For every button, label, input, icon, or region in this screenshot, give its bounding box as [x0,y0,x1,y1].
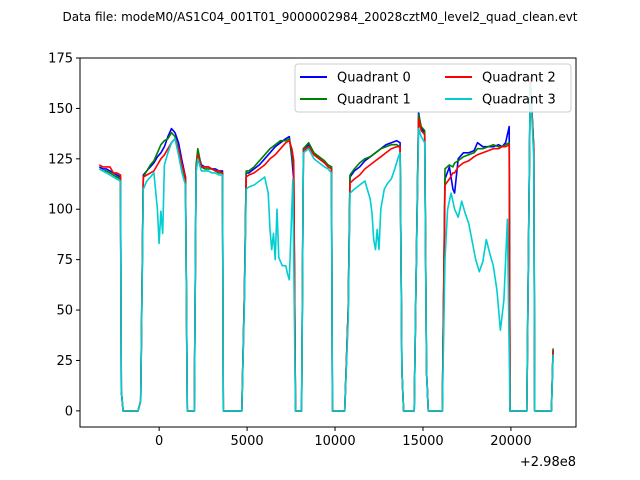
x-tick-label: 5000 [231,434,264,449]
plot-frame [79,57,577,428]
y-tick-label: 25 [56,354,73,369]
legend-box [294,63,572,113]
x-axis: 0 5000 10000 15000 20000 [155,427,532,449]
series-line-quadrant-1 [98,79,554,412]
y-tick-label: 75 [56,253,73,268]
legend-label: Quadrant 3 [482,93,556,108]
legend-label: Quadrant 0 [337,71,411,86]
x-tick-label: 0 [155,434,163,449]
x-tick-label: 20000 [490,434,531,449]
x-offset-label: +2.98e8 [520,455,576,470]
chart-title: Data file: modeM0/AS1C04_001T01_90000029… [62,10,577,24]
legend: Quadrant 0 Quadrant 1 Quadrant 2 Quadrant 3 [294,63,572,113]
x-tick-label: 15000 [402,434,443,449]
y-tick-label: 100 [48,203,73,218]
legend-label: Quadrant 2 [482,71,556,86]
y-tick-label: 150 [48,102,73,117]
y-tick-label: 175 [48,52,73,67]
series-line-quadrant-3 [98,83,554,412]
y-tick-label: 0 [65,404,73,419]
series-line-quadrant-2 [98,79,554,412]
legend-label: Quadrant 1 [337,93,411,108]
x-tick-label: 10000 [314,434,355,449]
y-axis: 0 25 50 75 100 125 150 175 [48,52,80,419]
y-tick-label: 125 [48,152,73,167]
plot-lines [98,77,554,412]
y-tick-label: 50 [56,304,73,319]
